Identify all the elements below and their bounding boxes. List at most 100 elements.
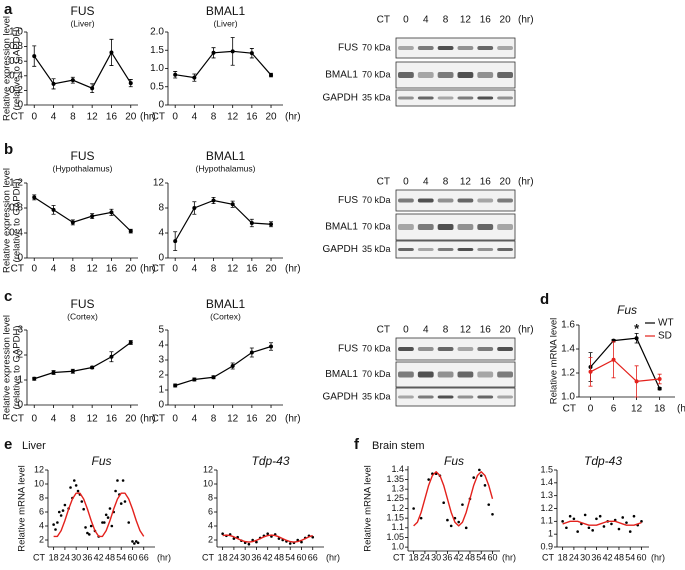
y-tick-label: 0 (158, 100, 164, 111)
band (398, 46, 414, 50)
blot-header: CT (377, 325, 390, 336)
band (398, 224, 414, 230)
data-point (487, 503, 491, 506)
x-tick-label: 4 (192, 112, 198, 123)
x-tick-label: 24 (569, 552, 579, 562)
band (417, 347, 434, 351)
band (477, 72, 494, 78)
x-tick-label: 12 (87, 112, 99, 123)
y-axis-label: Relative mRNA level (549, 318, 560, 405)
y-tick-label: 5 (158, 325, 164, 336)
data-point (230, 364, 235, 368)
y-tick-label: 0.8 (9, 203, 23, 214)
x-tick-label: 6 (611, 404, 617, 415)
y-tick-label: 0.6 (9, 56, 23, 67)
y-tick-label: 1 (17, 375, 23, 386)
data-point (103, 521, 106, 524)
data-point (128, 229, 133, 234)
protein-name: BMAL1 (325, 70, 358, 81)
y-axis-label: Relative expression level (2, 168, 13, 273)
data-point (449, 524, 453, 528)
panel-letter: c (4, 288, 12, 305)
x-unit: (hr) (285, 112, 301, 123)
x-tick-label: 18 (654, 404, 666, 415)
protein-name: FUS (338, 43, 358, 54)
data-point (84, 526, 87, 529)
y-tick-label: 8 (39, 492, 44, 502)
band (417, 395, 434, 399)
data-point (90, 365, 95, 370)
x-tick-label: 24 (420, 552, 430, 562)
band (457, 46, 474, 50)
band (437, 371, 454, 378)
x-unit: (hr) (157, 552, 171, 562)
x-tick-label: 8 (211, 264, 217, 275)
band (457, 96, 474, 100)
x-tick-label: 12 (87, 264, 99, 275)
band (417, 224, 434, 230)
x-tick-label: 0 (31, 264, 37, 275)
data-point (269, 344, 274, 349)
blot-frame (395, 387, 516, 407)
y-tick-label: 4 (158, 228, 164, 239)
protein-name: GAPDH (322, 244, 358, 255)
band (417, 46, 434, 50)
data-point (442, 501, 445, 505)
band (437, 72, 454, 78)
data-point (621, 516, 625, 519)
y-tick-label: 12 (203, 464, 213, 474)
x-tick-label: 30 (580, 552, 590, 562)
y-tick-label: 1.3 (391, 484, 404, 494)
data-point (211, 50, 216, 55)
data-point (70, 369, 75, 374)
annotation: * (634, 321, 640, 336)
y-tick-label: 2.0 (150, 27, 164, 38)
band (398, 72, 414, 78)
data-point (173, 239, 178, 244)
data-point (59, 514, 63, 517)
band (497, 72, 513, 78)
data-point (634, 379, 639, 384)
data-point (87, 533, 91, 536)
x-tick-label: 36 (82, 552, 92, 562)
data-point (610, 522, 613, 526)
x-tick-label: 48 (105, 552, 115, 562)
data-point (101, 521, 104, 524)
chart-title: BMAL1 (206, 297, 246, 311)
x-tick-label: 24 (60, 552, 70, 562)
panel-letter: e (4, 436, 12, 453)
data-point (587, 526, 591, 530)
data-point (104, 513, 108, 517)
y-tick-label: 0.9 (540, 541, 553, 551)
band (457, 248, 474, 251)
x-tick-label: 66 (139, 552, 149, 562)
data-point (192, 206, 197, 210)
y-tick-label: 1.4 (561, 344, 575, 355)
kda-label: 70 kDa (362, 69, 391, 79)
x-tick-label: 30 (240, 552, 250, 562)
y-tick-label: 0 (158, 400, 164, 411)
x-tick-label: 16 (246, 264, 258, 275)
x-tick-label: 4 (192, 264, 198, 275)
y-tick-label: 1 (548, 529, 553, 539)
chart-title: Tdp-43 (251, 454, 289, 468)
data-point (133, 542, 136, 545)
y-tick-label: 3 (158, 355, 164, 366)
protein-name: GAPDH (322, 392, 358, 403)
x-tick-label: 54 (625, 552, 635, 562)
y-tick-label: 1.0 (150, 63, 164, 74)
x-tick-label: 42 (94, 552, 104, 562)
y-axis-label: Relative expression level (2, 16, 13, 121)
data-point (211, 198, 216, 203)
data-point (296, 538, 300, 542)
y-tick-label: 0.2 (9, 85, 23, 96)
data-point (288, 542, 292, 545)
band (477, 198, 494, 203)
data-point (640, 520, 643, 523)
data-point (32, 195, 37, 200)
x-tick-label: 30 (431, 552, 441, 562)
chart-subtitle: (Cortex) (210, 311, 241, 321)
data-point (114, 489, 117, 493)
y-tick-label: 1.4 (391, 464, 404, 474)
kda-label: 70 kDa (362, 195, 391, 205)
